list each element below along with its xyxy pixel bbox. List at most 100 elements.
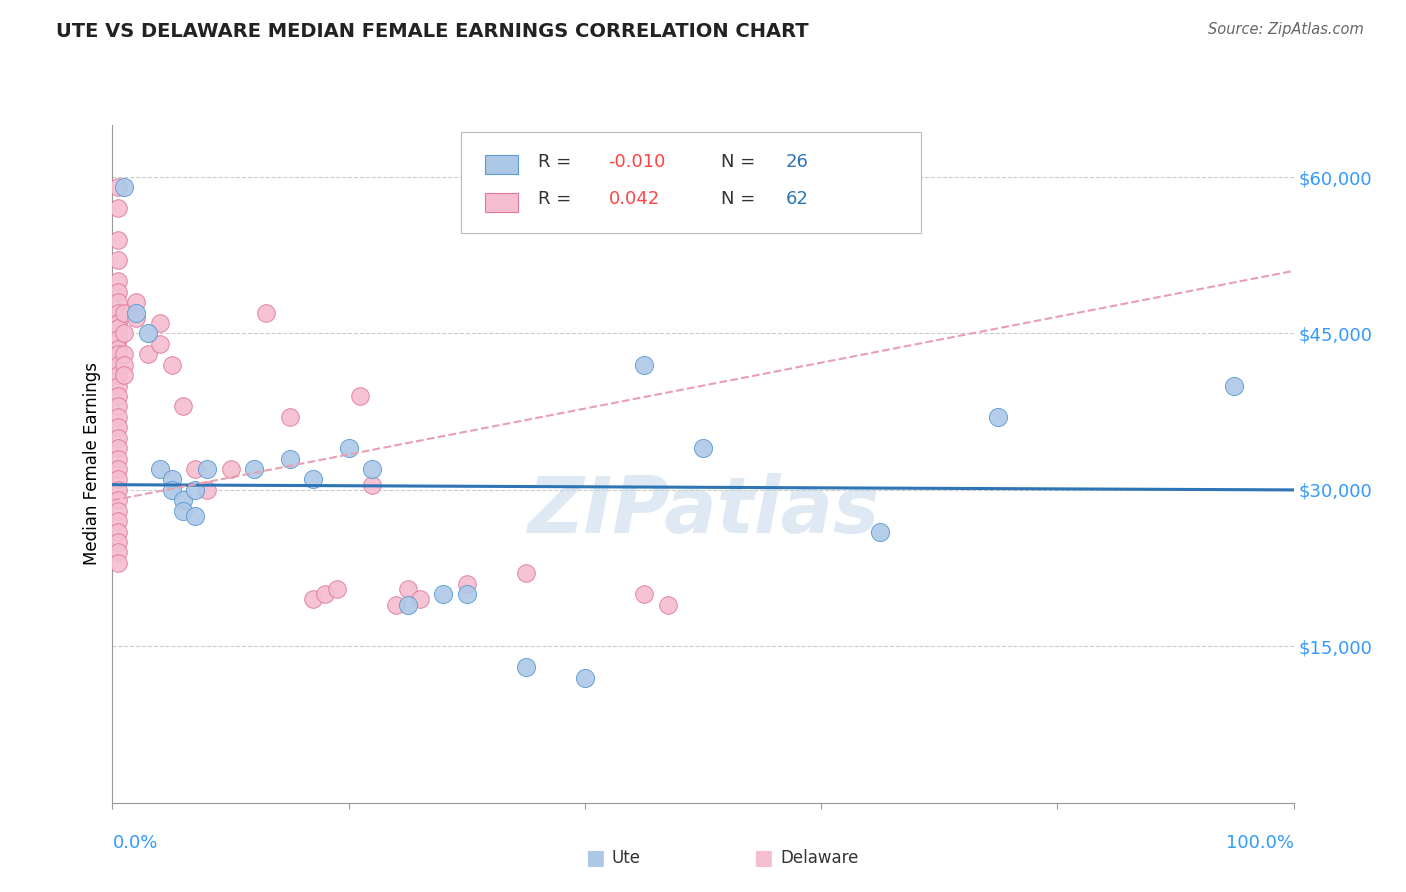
Point: [160, 483, 183, 497]
Point: [112, 368, 135, 383]
Text: Delaware: Delaware: [780, 849, 859, 867]
Point: [657, 598, 679, 612]
Point: [107, 451, 129, 466]
Point: [633, 587, 655, 601]
Text: 62: 62: [786, 191, 808, 209]
Text: 0.042: 0.042: [609, 191, 659, 209]
Point: [107, 180, 129, 194]
Point: [195, 483, 218, 497]
Point: [160, 473, 183, 487]
Point: [326, 582, 349, 596]
Point: [172, 504, 194, 518]
Point: [107, 321, 129, 335]
Point: [361, 477, 384, 491]
Point: [107, 431, 129, 445]
Point: [184, 508, 207, 523]
Text: 26: 26: [786, 153, 808, 171]
Point: [278, 409, 301, 424]
Point: [107, 504, 129, 518]
Y-axis label: Median Female Earnings: Median Female Earnings: [83, 362, 101, 566]
Point: [107, 233, 129, 247]
Point: [184, 462, 207, 476]
Point: [1223, 378, 1246, 392]
Point: [172, 493, 194, 508]
Point: [112, 358, 135, 372]
Point: [314, 587, 336, 601]
Point: [633, 358, 655, 372]
Point: [107, 535, 129, 549]
Text: ZIPatlas: ZIPatlas: [527, 474, 879, 549]
Point: [107, 462, 129, 476]
FancyBboxPatch shape: [461, 132, 921, 234]
Text: ■: ■: [585, 848, 605, 868]
Point: [107, 368, 129, 383]
Point: [385, 598, 408, 612]
Point: [107, 524, 129, 539]
Point: [125, 295, 148, 310]
Point: [149, 337, 172, 351]
Point: [337, 441, 360, 455]
Point: [107, 285, 129, 299]
Point: [107, 342, 129, 356]
Point: [125, 310, 148, 325]
Point: [107, 493, 129, 508]
Point: [195, 462, 218, 476]
Text: 0.0%: 0.0%: [112, 834, 157, 852]
Point: [184, 483, 207, 497]
Point: [107, 316, 129, 330]
Point: [456, 576, 478, 591]
Point: [432, 587, 454, 601]
Point: [107, 378, 129, 392]
Point: [107, 441, 129, 455]
Point: [107, 253, 129, 268]
Point: [107, 514, 129, 528]
Point: [136, 326, 159, 341]
Point: [107, 545, 129, 559]
Point: [243, 462, 266, 476]
Text: N =: N =: [721, 191, 761, 209]
Text: 100.0%: 100.0%: [1226, 834, 1294, 852]
Point: [107, 274, 129, 288]
Point: [515, 566, 537, 581]
Point: [125, 305, 148, 319]
Point: [456, 587, 478, 601]
Point: [278, 451, 301, 466]
Point: [987, 409, 1010, 424]
Point: [396, 598, 419, 612]
Point: [112, 305, 135, 319]
Point: [692, 441, 714, 455]
Point: [172, 400, 194, 414]
Point: [149, 316, 172, 330]
Text: UTE VS DELAWARE MEDIAN FEMALE EARNINGS CORRELATION CHART: UTE VS DELAWARE MEDIAN FEMALE EARNINGS C…: [56, 22, 808, 41]
Point: [302, 592, 325, 607]
Point: [107, 358, 129, 372]
Point: [408, 592, 430, 607]
Text: N =: N =: [721, 153, 761, 171]
Text: ■: ■: [754, 848, 773, 868]
Text: Source: ZipAtlas.com: Source: ZipAtlas.com: [1208, 22, 1364, 37]
Point: [515, 660, 537, 674]
Point: [107, 389, 129, 403]
Point: [302, 473, 325, 487]
Point: [396, 582, 419, 596]
Bar: [485, 193, 517, 211]
Point: [107, 305, 129, 319]
Point: [107, 409, 129, 424]
Point: [107, 400, 129, 414]
Point: [219, 462, 242, 476]
Point: [107, 420, 129, 434]
Point: [112, 347, 135, 361]
Point: [107, 347, 129, 361]
Point: [361, 462, 384, 476]
Point: [149, 462, 172, 476]
Point: [107, 483, 129, 497]
Point: [349, 389, 371, 403]
Point: [107, 556, 129, 570]
Point: [869, 524, 891, 539]
Point: [112, 326, 135, 341]
Bar: [485, 155, 517, 174]
Point: [254, 305, 277, 319]
Point: [574, 671, 596, 685]
Point: [107, 202, 129, 216]
Text: Ute: Ute: [612, 849, 641, 867]
